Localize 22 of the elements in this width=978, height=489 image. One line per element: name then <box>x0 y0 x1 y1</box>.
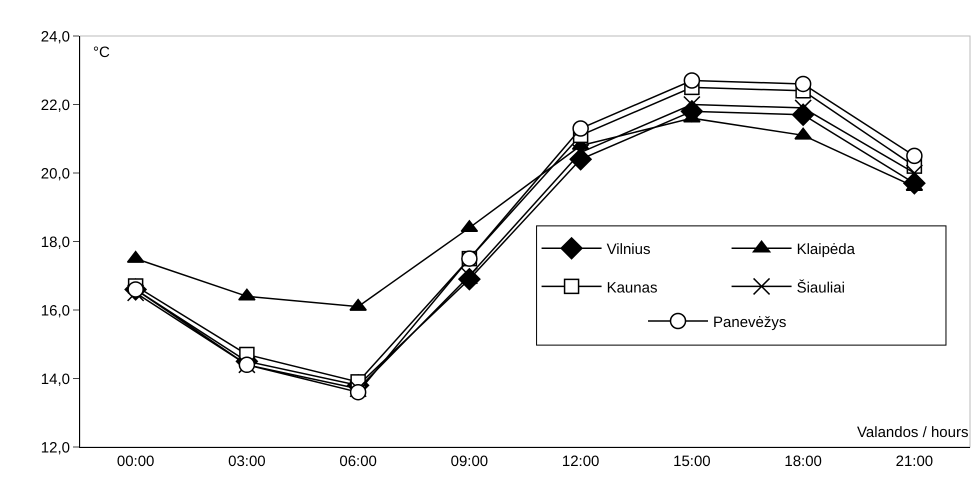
y-tick-label: 18,0 <box>40 234 70 251</box>
y-tick-label: 14,0 <box>40 370 70 388</box>
y-tick-label: 22,0 <box>40 96 70 114</box>
legend-label: Klaipėda <box>796 241 856 258</box>
y-axis-title: °C <box>93 44 110 61</box>
y-tick-label: 16,0 <box>40 302 70 320</box>
x-tick-label: 15:00 <box>673 453 711 470</box>
x-tick-label: 21:00 <box>896 453 934 470</box>
x-tick-label: 18:00 <box>784 453 822 470</box>
x-tick-label: 06:00 <box>339 453 377 470</box>
y-tick-label: 12,0 <box>40 439 70 456</box>
y-tick-label: 24,0 <box>40 28 70 46</box>
x-tick-label: 03:00 <box>228 453 266 470</box>
legend-label: Vilnius <box>606 241 650 258</box>
legend-label: Panevėžys <box>713 314 786 331</box>
x-axis-title: Valandos / hours <box>857 424 968 441</box>
x-tick-label: 09:00 <box>450 453 488 470</box>
x-tick-label: 00:00 <box>116 453 154 470</box>
legend-label: Šiauliai <box>796 278 845 296</box>
y-tick-label: 20,0 <box>40 165 70 182</box>
x-tick-label: 12:00 <box>562 453 600 470</box>
legend-label: Kaunas <box>606 279 658 296</box>
